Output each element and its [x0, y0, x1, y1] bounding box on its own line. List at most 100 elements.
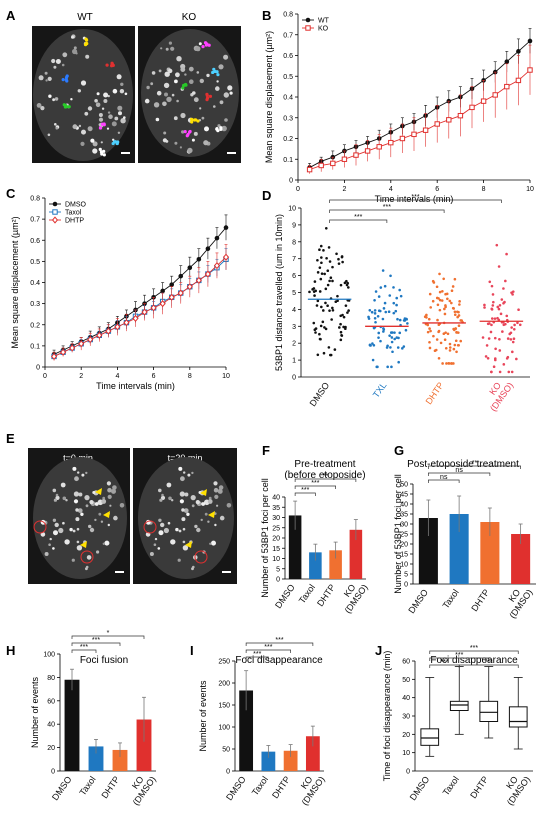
data-point	[516, 321, 519, 325]
chart-d: D 0 1 2 3 4 5 6 7 8 9 10 53BP1 distance travelled (u…	[262, 188, 530, 413]
data-point	[435, 338, 439, 341]
significance-label: ***	[485, 659, 493, 666]
data-point	[326, 283, 330, 287]
data-point	[489, 330, 493, 334]
focus-spot	[162, 101, 167, 107]
data-point	[483, 303, 486, 307]
focus-spot	[107, 523, 111, 527]
focus-spot	[167, 521, 171, 525]
focus-spot	[203, 140, 209, 146]
data-point	[316, 271, 320, 274]
focus-spot	[81, 129, 86, 135]
y-tick-label: 50	[222, 747, 230, 754]
scatter-group-1	[367, 269, 409, 369]
x-tick-label: KO(DMSO)	[291, 769, 326, 808]
chart-j: J Foci disappearance 0 10 20 30 40 50 60 Time of …	[375, 643, 533, 807]
significance-bracket	[329, 209, 445, 213]
focus-spot	[183, 471, 186, 474]
data-point	[437, 297, 440, 300]
focus-spot	[215, 86, 220, 91]
scatter-group-0	[308, 226, 351, 357]
data-point	[444, 292, 447, 296]
y-tick-label: 25	[272, 525, 280, 532]
significance-bracket	[329, 219, 388, 223]
data-point	[427, 317, 431, 321]
x-tick-label: 0	[43, 373, 47, 380]
focus-spot	[73, 491, 79, 497]
nucleus-body	[33, 457, 127, 579]
series-wt	[307, 28, 533, 172]
focus-spot	[71, 558, 75, 562]
data-point	[329, 276, 333, 280]
focus-spot	[85, 504, 89, 508]
focus-spot	[226, 503, 232, 508]
y-tick-label: 10	[288, 206, 296, 213]
data-point	[504, 59, 510, 65]
data-point	[434, 348, 438, 352]
data-point	[383, 284, 387, 288]
y-tick-label: 0	[36, 365, 40, 372]
data-point	[498, 303, 502, 307]
data-point	[394, 309, 398, 313]
data-point	[339, 322, 342, 326]
data-point	[456, 343, 460, 347]
focus-spot	[196, 71, 200, 74]
data-point	[437, 356, 441, 360]
track-point	[205, 92, 209, 96]
significance-bracket	[245, 649, 291, 653]
data-point	[319, 277, 323, 281]
scatter-group-2	[423, 272, 464, 365]
track-point	[185, 134, 189, 138]
significance-label: ***	[455, 652, 463, 659]
data-point	[314, 327, 318, 330]
data-point	[387, 310, 391, 313]
data-point	[169, 282, 174, 287]
data-point	[373, 309, 377, 312]
x-tick-label: 10	[222, 373, 230, 380]
data-point	[373, 316, 377, 320]
data-point	[429, 329, 432, 333]
data-point	[321, 320, 325, 324]
data-point	[402, 345, 406, 348]
significance-label: *	[107, 630, 110, 637]
x-tick-label: Taxol	[441, 587, 461, 610]
panel-label-g: G	[394, 443, 404, 458]
focus-spot	[179, 146, 182, 149]
data-point	[392, 311, 396, 315]
y-tick-label: 8	[292, 239, 296, 246]
y-tick-label: 4	[292, 307, 296, 314]
data-point	[448, 346, 452, 349]
data-point	[371, 358, 375, 362]
data-point	[377, 331, 381, 335]
data-point	[52, 209, 58, 215]
x-tick-label: DMSO	[224, 774, 248, 802]
bar	[511, 534, 531, 584]
panel-label-h: H	[6, 643, 15, 658]
x-tick-label: Taxol	[250, 774, 270, 797]
data-point	[364, 148, 371, 154]
focus-spot	[100, 520, 104, 523]
data-point	[313, 294, 316, 297]
focus-spot	[187, 473, 191, 477]
significance-label: **	[472, 460, 478, 467]
data-point	[69, 344, 76, 352]
focus-spot	[98, 123, 102, 126]
y-tick-label: 250	[218, 659, 230, 666]
focus-spot	[92, 148, 98, 154]
focus-spot	[146, 85, 150, 90]
focus-spot	[207, 499, 213, 504]
track-point	[65, 79, 69, 83]
data-point	[328, 260, 332, 263]
data-point	[484, 355, 488, 358]
focus-spot	[84, 111, 89, 116]
chart-title: Foci fusion	[80, 655, 128, 666]
x-tick-label: 8	[188, 373, 192, 380]
data-point	[319, 244, 323, 248]
x-tick-label: DHTP	[468, 774, 490, 800]
panel-label-a: A	[6, 8, 16, 23]
focus-spot	[58, 527, 64, 534]
focus-spot	[111, 121, 117, 127]
track-point	[67, 105, 71, 109]
focus-spot	[71, 35, 74, 39]
focus-spot	[204, 126, 209, 132]
